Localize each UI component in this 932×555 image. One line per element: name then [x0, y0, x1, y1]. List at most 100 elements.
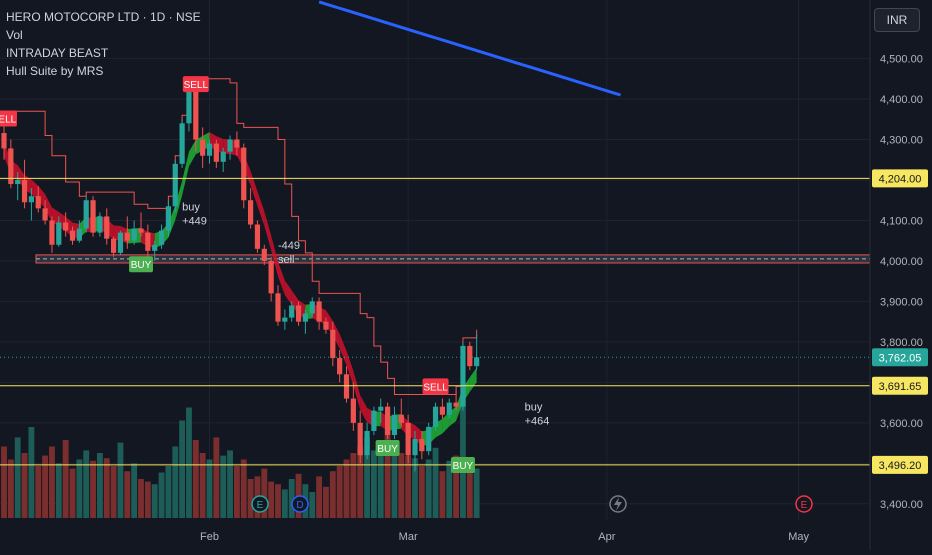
- candle-body[interactable]: [316, 301, 322, 322]
- candle-body[interactable]: [241, 147, 247, 201]
- candle-body[interactable]: [1, 133, 7, 149]
- candle-body[interactable]: [21, 180, 28, 203]
- candle-body[interactable]: [337, 358, 343, 375]
- candle-body[interactable]: [439, 406, 445, 415]
- candle-body[interactable]: [282, 317, 288, 322]
- candle-body[interactable]: [186, 90, 192, 124]
- candle-body[interactable]: [398, 414, 404, 423]
- candle-body[interactable]: [412, 439, 418, 456]
- candle-body[interactable]: [357, 422, 363, 456]
- candle-body[interactable]: [104, 216, 110, 239]
- candle-body[interactable]: [213, 143, 219, 162]
- candle-body[interactable]: [405, 422, 411, 456]
- candle-body[interactable]: [131, 228, 137, 241]
- candle-body[interactable]: [268, 260, 274, 294]
- candle-body[interactable]: [371, 410, 377, 431]
- event-icon[interactable]: [251, 495, 269, 513]
- indicator-vol[interactable]: Vol: [6, 28, 23, 42]
- candle-body[interactable]: [248, 200, 254, 225]
- hull-band-segment: [332, 320, 340, 349]
- candle-body[interactable]: [385, 406, 391, 435]
- candle-body[interactable]: [330, 329, 336, 359]
- candle-body[interactable]: [193, 90, 199, 140]
- candle-body[interactable]: [179, 123, 185, 164]
- candle-body[interactable]: [206, 143, 213, 156]
- currency-button[interactable]: INR: [874, 8, 920, 32]
- candle-body[interactable]: [391, 414, 398, 435]
- candle-body[interactable]: [364, 430, 370, 456]
- candle-body[interactable]: [152, 244, 158, 251]
- candle-body[interactable]: [419, 439, 425, 452]
- trailing-stop-line: [4, 78, 478, 396]
- sell-signal-label[interactable]: [0, 110, 17, 127]
- candle-body[interactable]: [432, 406, 439, 427]
- candle-body[interactable]: [69, 230, 76, 241]
- candle-body[interactable]: [378, 406, 384, 411]
- candle-body[interactable]: [309, 301, 315, 314]
- candle-body[interactable]: [83, 200, 89, 229]
- candle-body[interactable]: [165, 206, 171, 231]
- level-price-tag: [872, 376, 928, 395]
- indicator-intraday-beast[interactable]: INTRADAY BEAST: [6, 46, 109, 60]
- price-tick-label: 4,500.00: [880, 54, 923, 66]
- indicator-hull-suite[interactable]: Hull Suite by MRS: [6, 64, 104, 78]
- candle-body[interactable]: [63, 222, 69, 231]
- candle-body[interactable]: [343, 374, 350, 399]
- candle-body[interactable]: [90, 200, 96, 233]
- candle-body[interactable]: [8, 148, 14, 185]
- candle-body[interactable]: [111, 238, 117, 253]
- candle-body[interactable]: [145, 232, 151, 251]
- candle-body[interactable]: [261, 248, 267, 261]
- candle-body[interactable]: [227, 139, 233, 152]
- candle-body[interactable]: [35, 196, 41, 209]
- hull-band-segment: [360, 395, 368, 423]
- candle-body[interactable]: [453, 402, 459, 407]
- candle-body[interactable]: [275, 293, 281, 322]
- candle-body[interactable]: [460, 345, 466, 407]
- candle-body[interactable]: [76, 228, 82, 241]
- candle-body[interactable]: [138, 228, 144, 233]
- candle-body[interactable]: [172, 163, 178, 207]
- candle-body[interactable]: [124, 232, 130, 241]
- buy-signal-text: BUY: [453, 461, 474, 472]
- candle-body[interactable]: [350, 398, 356, 423]
- candle-body[interactable]: [323, 321, 329, 330]
- hull-band-segment: [45, 194, 52, 223]
- candle-body[interactable]: [295, 305, 302, 322]
- symbol-title: HERO MOTOCORP LTD · 1D · NSE: [6, 10, 201, 24]
- candle-body[interactable]: [289, 305, 295, 318]
- buy-signal-label[interactable]: [375, 439, 400, 456]
- event-icon[interactable]: [795, 495, 813, 513]
- candle-body[interactable]: [234, 139, 240, 148]
- candle-body[interactable]: [49, 220, 55, 245]
- volume-bar: [432, 447, 439, 518]
- level-price-text: 3,496.20: [879, 460, 922, 472]
- event-icon[interactable]: [291, 495, 309, 513]
- sell-signal-label[interactable]: [422, 378, 449, 395]
- volume-bar: [350, 453, 357, 518]
- buy-signal-label[interactable]: [450, 456, 475, 473]
- candle-body[interactable]: [117, 232, 124, 253]
- buy-signal-label[interactable]: [129, 256, 153, 273]
- candle-body[interactable]: [426, 426, 432, 452]
- candle-body[interactable]: [42, 208, 48, 221]
- sell-signal-label[interactable]: [182, 76, 209, 93]
- candle-body[interactable]: [28, 196, 34, 203]
- candle-body[interactable]: [97, 216, 103, 233]
- candle-body[interactable]: [158, 230, 165, 245]
- candle-body[interactable]: [200, 139, 206, 156]
- candle-body[interactable]: [254, 224, 261, 249]
- candle-body[interactable]: [474, 357, 480, 367]
- volume-bar: [55, 463, 62, 518]
- candle-body[interactable]: [220, 151, 226, 162]
- candle-body[interactable]: [56, 222, 62, 245]
- candle-body[interactable]: [15, 180, 21, 185]
- last-price-tag: [872, 348, 928, 367]
- candle-body[interactable]: [467, 345, 473, 367]
- candle-body[interactable]: [446, 402, 452, 415]
- volume-bar: [76, 459, 83, 518]
- candle-body[interactable]: [302, 313, 308, 322]
- volume-bar: [90, 460, 96, 518]
